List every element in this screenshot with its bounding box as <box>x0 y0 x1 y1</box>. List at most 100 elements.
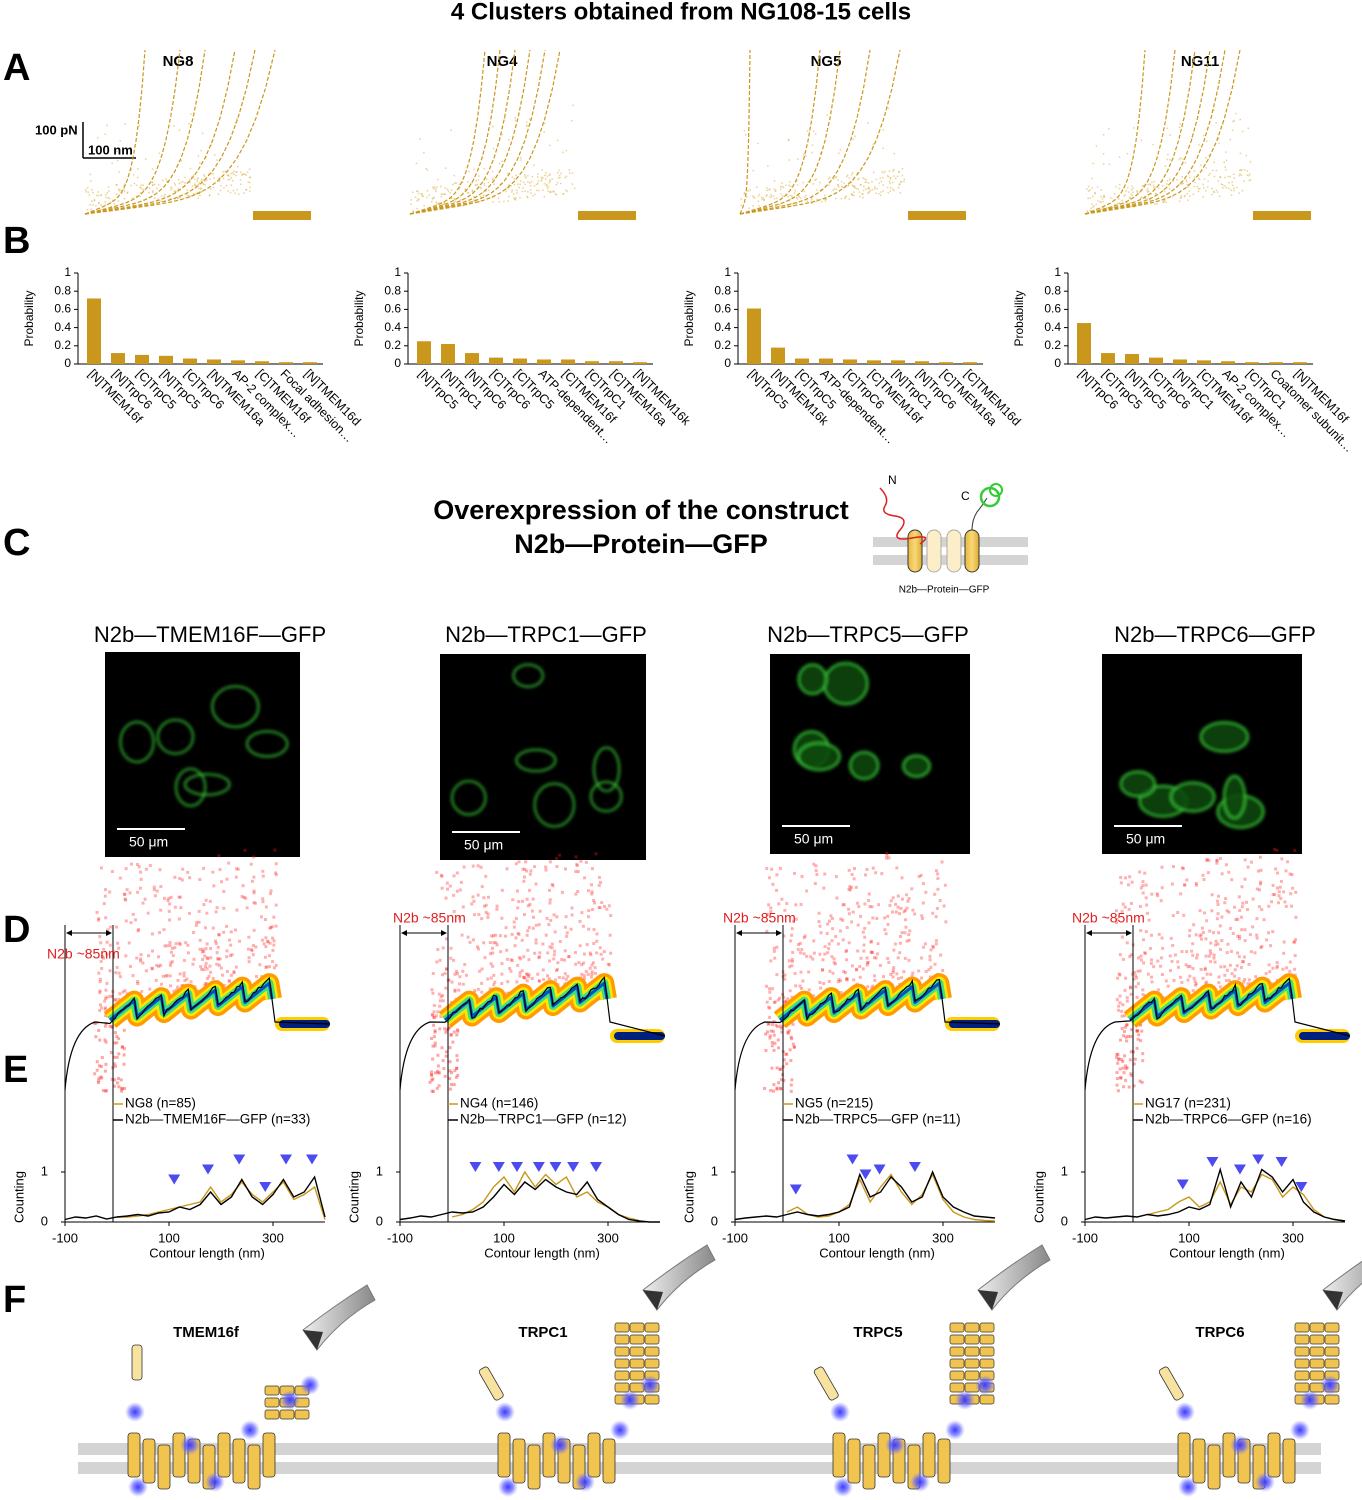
bar <box>255 361 269 364</box>
trace-dot <box>1114 193 1116 195</box>
x-tick-label: 100 <box>828 1230 850 1245</box>
trace-dot <box>1207 180 1209 182</box>
y-tick-label: 0 <box>394 356 401 370</box>
heat-dot <box>456 1030 459 1033</box>
series-line <box>65 1177 325 1220</box>
heat-dot <box>895 972 898 975</box>
heat-dot <box>575 855 578 858</box>
heat-dot <box>206 967 209 970</box>
heat-dot <box>922 882 925 885</box>
heat-dot <box>772 1090 775 1093</box>
protein-label: TMEM16f <box>173 1324 240 1341</box>
legend-label: N2b—TRPC1—GFP (n=12) <box>460 1112 627 1127</box>
helix <box>498 1433 510 1477</box>
trace-dot <box>893 175 895 177</box>
trace-dot <box>1131 186 1133 188</box>
trace-dot <box>158 184 160 186</box>
trace-dot <box>1114 204 1116 206</box>
wlc-fit <box>740 50 750 214</box>
heat-dot <box>874 871 877 874</box>
trace-dot <box>902 168 904 170</box>
trace-dot <box>1086 188 1088 190</box>
trace-dot <box>499 163 501 165</box>
heat-dot <box>866 868 869 871</box>
heat-dot <box>116 1081 119 1084</box>
heat-dot <box>1179 892 1182 895</box>
trace-dot <box>1194 170 1196 172</box>
heat-dot <box>221 974 224 977</box>
trace-dot <box>782 195 784 197</box>
trace-dot <box>492 179 494 181</box>
heat-dot <box>920 977 923 980</box>
heat-dot <box>458 975 461 978</box>
heat-dot <box>183 971 186 974</box>
heat-dot <box>273 939 276 942</box>
trace-dot <box>162 180 164 182</box>
trace-dot <box>423 205 425 207</box>
trace-dot <box>233 174 235 176</box>
heat-dot <box>186 871 189 874</box>
heat-dot <box>1128 955 1131 958</box>
heat-dot <box>601 958 604 961</box>
trace-dot <box>815 133 817 135</box>
trace-dot <box>154 184 156 186</box>
heat-dot <box>907 933 910 936</box>
panel-label: C <box>3 522 30 564</box>
legend-label: NG5 (n=215) <box>795 1096 873 1111</box>
trace-dot <box>478 175 480 177</box>
domain-block <box>1325 1395 1339 1404</box>
heat-dot <box>1191 954 1194 957</box>
heat-dot <box>445 1055 448 1058</box>
heat-dot <box>532 927 535 930</box>
heat-dot <box>863 944 866 947</box>
trace-dot <box>1189 190 1191 192</box>
heat-dot <box>859 915 862 918</box>
heat-dot <box>179 972 182 975</box>
trace-dot <box>233 190 235 192</box>
trace-dot <box>892 170 894 172</box>
heat-dot <box>1125 1024 1128 1027</box>
trace-dot <box>1239 170 1241 172</box>
helix <box>158 1445 170 1489</box>
heat-dot <box>1258 905 1261 908</box>
heat-dot <box>587 909 590 912</box>
heat-dot <box>565 915 568 918</box>
trace-dot <box>812 145 814 147</box>
trace-dot <box>557 182 559 184</box>
trace-dot <box>806 200 808 202</box>
heat-dot <box>235 909 238 912</box>
heat-dot <box>138 865 141 868</box>
trace-dot <box>1226 160 1228 162</box>
heat-dot <box>145 868 148 871</box>
trace-dot <box>797 158 799 160</box>
trace-dot <box>785 185 787 187</box>
heat-dot <box>1119 1068 1122 1071</box>
heat-dot <box>162 928 165 931</box>
heat-dot <box>544 869 547 872</box>
trace-dot <box>794 190 796 192</box>
n2b-annotation: N2b ~85nm <box>723 910 796 926</box>
heat-dot <box>184 941 187 944</box>
heat-dot <box>100 866 103 869</box>
trace-dot <box>190 113 192 115</box>
trace-dot <box>1233 188 1235 190</box>
heat-dot <box>185 978 188 981</box>
heat-dot <box>433 1004 436 1007</box>
binding-site <box>550 1435 570 1455</box>
heat-dot <box>195 924 198 927</box>
trace-dot <box>1110 197 1112 199</box>
heat-dot <box>159 885 162 888</box>
trace-dot <box>520 184 522 186</box>
trace-dot <box>904 178 906 180</box>
heat-dot <box>1140 955 1143 958</box>
heat-dot <box>513 921 516 924</box>
heat-dot <box>553 953 556 956</box>
heat-dot <box>1142 961 1145 964</box>
heat-dot <box>773 947 776 950</box>
trace-dot <box>1097 186 1099 188</box>
heat-dot <box>862 967 865 970</box>
trace-dot <box>1182 158 1184 160</box>
trace-dot <box>159 153 161 155</box>
heat-dot <box>436 948 439 951</box>
trace-dot <box>434 186 436 188</box>
